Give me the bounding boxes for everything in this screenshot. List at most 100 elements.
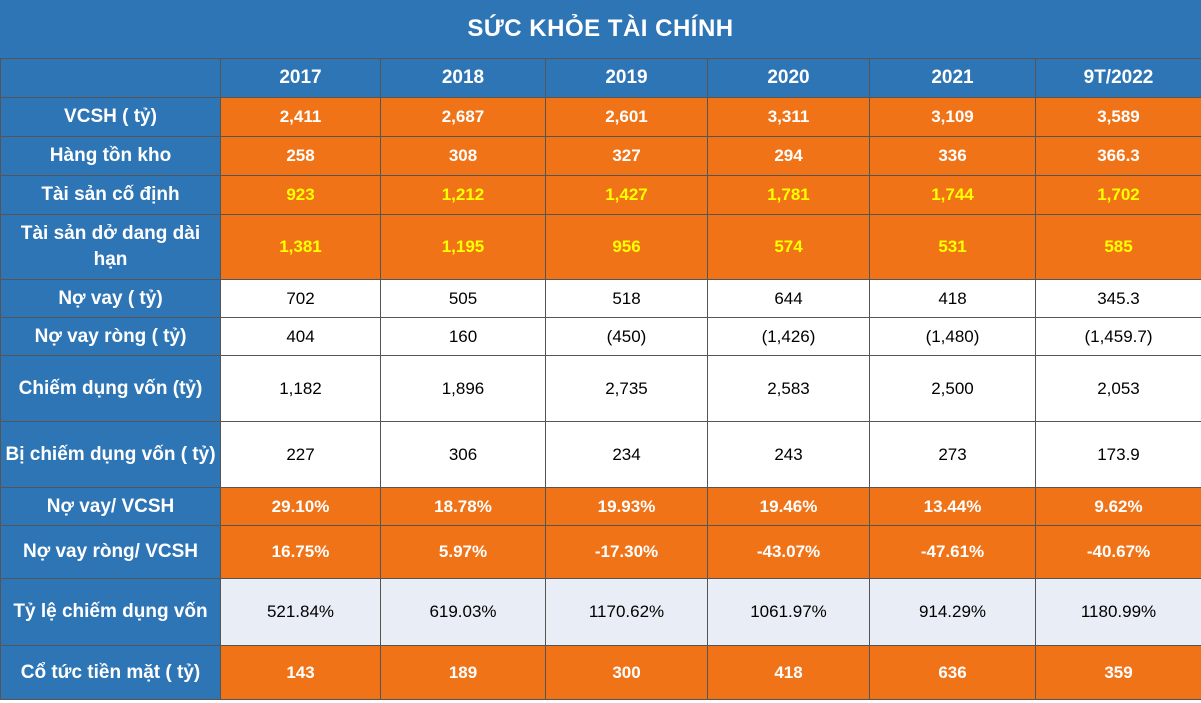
table-row: Tài sản dở dang dài hạn 1,381 1,195 956 574 5… — [0, 214, 1201, 280]
column-header-4: 2021 — [869, 58, 1036, 98]
table-cell: 1,381 — [220, 214, 381, 280]
table-row: Nợ vay ròng ( tỷ) 404 160 (450) (1,426) (1,48… — [0, 317, 1201, 356]
column-header-2: 2019 — [545, 58, 708, 98]
table-row: Nợ vay/ VCSH 29.10% 18.78% 19.93% 19.46% 13.4… — [0, 487, 1201, 526]
table-cell: 19.46% — [707, 487, 870, 526]
table-cell: 585 — [1035, 214, 1201, 280]
column-header-5: 9T/2022 — [1035, 58, 1201, 98]
table-cell: 160 — [380, 317, 546, 356]
table-row: Chiếm dụng vốn (tỷ) 1,182 1,896 2,735 2,583 2… — [0, 355, 1201, 422]
table-cell: 2,601 — [545, 97, 708, 137]
table-cell: 273 — [869, 421, 1036, 488]
table-cell: 2,735 — [545, 355, 708, 422]
table-cell: 308 — [380, 136, 546, 176]
table-cell: 956 — [545, 214, 708, 280]
table-cell: 1,182 — [220, 355, 381, 422]
table-cell: 300 — [545, 645, 708, 700]
table-cell: 1061.97% — [707, 578, 870, 646]
table-row: Hàng tồn kho 258 308 327 294 336 366.3 — [0, 136, 1201, 176]
table-cell: 189 — [380, 645, 546, 700]
table-cell: 294 — [707, 136, 870, 176]
table-cell: 18.78% — [380, 487, 546, 526]
table-cell: 345.3 — [1035, 279, 1201, 318]
table-cell: 1,744 — [869, 175, 1036, 215]
row-label: Nợ vay ròng/ VCSH — [0, 525, 221, 579]
column-header-1: 2018 — [380, 58, 546, 98]
table-cell: -47.61% — [869, 525, 1036, 579]
table-cell: 521.84% — [220, 578, 381, 646]
table-cell: 29.10% — [220, 487, 381, 526]
table-cell: 1180.99% — [1035, 578, 1201, 646]
row-label: Hàng tồn kho — [0, 136, 221, 176]
table-cell: -17.30% — [545, 525, 708, 579]
table-row: Cổ tức tiền mặt ( tỷ) 143 189 300 418 636 359 — [0, 645, 1201, 700]
table-cell: (450) — [545, 317, 708, 356]
table-cell: 1,427 — [545, 175, 708, 215]
row-label: Tài sản cố định — [0, 175, 221, 215]
table-cell: (1,459.7) — [1035, 317, 1201, 356]
row-label: Cổ tức tiền mặt ( tỷ) — [0, 645, 221, 700]
table-cell: 418 — [869, 279, 1036, 318]
table-cell: 574 — [707, 214, 870, 280]
header-row: 2017 2018 2019 2020 2021 9T/2022 — [0, 58, 1201, 98]
table-cell: 3,311 — [707, 97, 870, 137]
table-cell: 9.62% — [1035, 487, 1201, 526]
column-header-3: 2020 — [707, 58, 870, 98]
table-cell: 173.9 — [1035, 421, 1201, 488]
table-cell: 19.93% — [545, 487, 708, 526]
table-cell: 1,212 — [380, 175, 546, 215]
table-cell: 914.29% — [869, 578, 1036, 646]
table-title: SỨC KHỎE TÀI CHÍNH — [0, 0, 1201, 58]
table-row: Nợ vay ròng/ VCSH 16.75% 5.97% -17.30% -43.0… — [0, 525, 1201, 579]
table-cell: 1,702 — [1035, 175, 1201, 215]
table-cell: 3,109 — [869, 97, 1036, 137]
row-label: Nợ vay/ VCSH — [0, 487, 221, 526]
table-row: Tài sản cố định 923 1,212 1,427 1,781 1,744 1,… — [0, 175, 1201, 215]
row-label: Nợ vay ròng ( tỷ) — [0, 317, 221, 356]
row-label: Tài sản dở dang dài hạn — [0, 214, 221, 280]
table-cell: 2,583 — [707, 355, 870, 422]
table-cell: 619.03% — [380, 578, 546, 646]
table-cell: 1170.62% — [545, 578, 708, 646]
row-label: Tỷ lệ chiếm dụng vốn — [0, 578, 221, 646]
table-cell: 16.75% — [220, 525, 381, 579]
table-cell: 636 — [869, 645, 1036, 700]
table-cell: 2,053 — [1035, 355, 1201, 422]
row-label: Bị chiếm dụng vốn ( tỷ) — [0, 421, 221, 488]
table-cell: 518 — [545, 279, 708, 318]
table-cell: 306 — [380, 421, 546, 488]
table-cell: 505 — [380, 279, 546, 318]
table-row: Nợ vay ( tỷ) 702 505 518 644 418 345.3 — [0, 279, 1201, 318]
row-label: VCSH ( tỷ) — [0, 97, 221, 137]
table-cell: 923 — [220, 175, 381, 215]
table-cell: (1,480) — [869, 317, 1036, 356]
table-cell: 2,687 — [380, 97, 546, 137]
table-cell: -43.07% — [707, 525, 870, 579]
table-cell: 3,589 — [1035, 97, 1201, 137]
table-cell: 404 — [220, 317, 381, 356]
table-cell: 366.3 — [1035, 136, 1201, 176]
table-cell: 2,411 — [220, 97, 381, 137]
table-cell: (1,426) — [707, 317, 870, 356]
table-cell: 234 — [545, 421, 708, 488]
table-cell: 531 — [869, 214, 1036, 280]
table-cell: 327 — [545, 136, 708, 176]
table-cell: 359 — [1035, 645, 1201, 700]
table-cell: 1,195 — [380, 214, 546, 280]
header-corner-cell — [0, 58, 221, 98]
table-cell: 644 — [707, 279, 870, 318]
column-header-0: 2017 — [220, 58, 381, 98]
table-row: Tỷ lệ chiếm dụng vốn 521.84% 619.03% 1170.6… — [0, 578, 1201, 646]
row-label: Chiếm dụng vốn (tỷ) — [0, 355, 221, 422]
table-cell: 143 — [220, 645, 381, 700]
table-cell: 1,781 — [707, 175, 870, 215]
financial-health-table: 2017 2018 2019 2020 2021 9T/2022 VCSH ( tỷ) 2,… — [0, 58, 1201, 700]
table-cell: -40.67% — [1035, 525, 1201, 579]
table-row: VCSH ( tỷ) 2,411 2,687 2,601 3,311 3,109 3,589 — [0, 97, 1201, 137]
table-cell: 258 — [220, 136, 381, 176]
row-label: Nợ vay ( tỷ) — [0, 279, 221, 318]
table-cell: 5.97% — [380, 525, 546, 579]
table-cell: 1,896 — [380, 355, 546, 422]
table-cell: 243 — [707, 421, 870, 488]
